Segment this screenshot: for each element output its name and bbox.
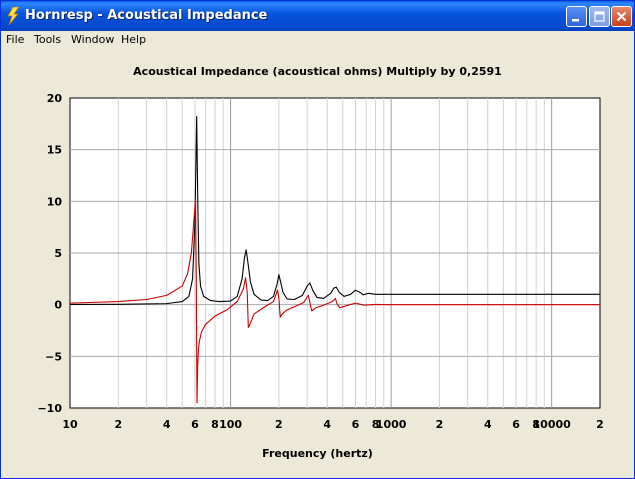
x-tick-label: 2: [115, 418, 123, 431]
x-tick-label: 8: [532, 418, 540, 431]
title-bar[interactable]: Hornresp - Acoustical Impedance: [1, 1, 634, 31]
menu-help[interactable]: Help: [121, 33, 147, 46]
x-tick-label: 6: [512, 418, 520, 431]
lightning-bolt-icon: [7, 7, 20, 25]
x-tick-label: 8: [372, 418, 380, 431]
y-tick-label: 5: [54, 247, 62, 260]
menu-tools[interactable]: Tools: [34, 33, 62, 46]
x-tick-label: 2: [275, 418, 283, 431]
y-tick-label: 15: [47, 144, 62, 157]
close-button[interactable]: [611, 6, 632, 27]
close-icon: [616, 11, 627, 22]
x-tick-label: 1000: [376, 418, 407, 431]
y-tick-label: 0: [54, 299, 62, 312]
minimize-icon: [572, 19, 579, 22]
y-tick-label: −5: [45, 350, 62, 363]
y-tick-label: 10: [47, 195, 63, 208]
x-tick-label: 100: [219, 418, 242, 431]
maximize-icon: [594, 11, 605, 22]
x-tick-label: 8: [211, 418, 219, 431]
chart-title: Acoustical Impedance (acoustical ohms) M…: [133, 65, 502, 78]
minimize-button[interactable]: [566, 6, 587, 27]
y-tick-label: 20: [47, 92, 63, 105]
menu-file[interactable]: File: [6, 33, 25, 46]
chart-area: Acoustical Impedance (acoustical ohms) M…: [4, 49, 631, 477]
window-title: Hornresp - Acoustical Impedance: [25, 8, 268, 23]
x-tick-label: 4: [484, 418, 492, 431]
x-tick-label: 2: [436, 418, 444, 431]
maximize-button[interactable]: [589, 6, 610, 27]
x-tick-label: 10000: [533, 418, 572, 431]
x-tick-label: 2: [596, 418, 604, 431]
series-line-0: [69, 116, 600, 306]
x-tick-label: 4: [323, 418, 331, 431]
x-axis-label: Frequency (hertz): [262, 447, 373, 460]
y-tick-label: −10: [37, 402, 62, 415]
x-tick-label: 6: [352, 418, 360, 431]
x-tick-label: 6: [191, 418, 199, 431]
menu-bar: File Tools Window Help: [1, 31, 634, 49]
series-line-1: [69, 198, 600, 404]
menu-window[interactable]: Window: [71, 33, 115, 46]
x-tick-label: 10: [62, 418, 78, 431]
x-tick-label: 4: [163, 418, 171, 431]
